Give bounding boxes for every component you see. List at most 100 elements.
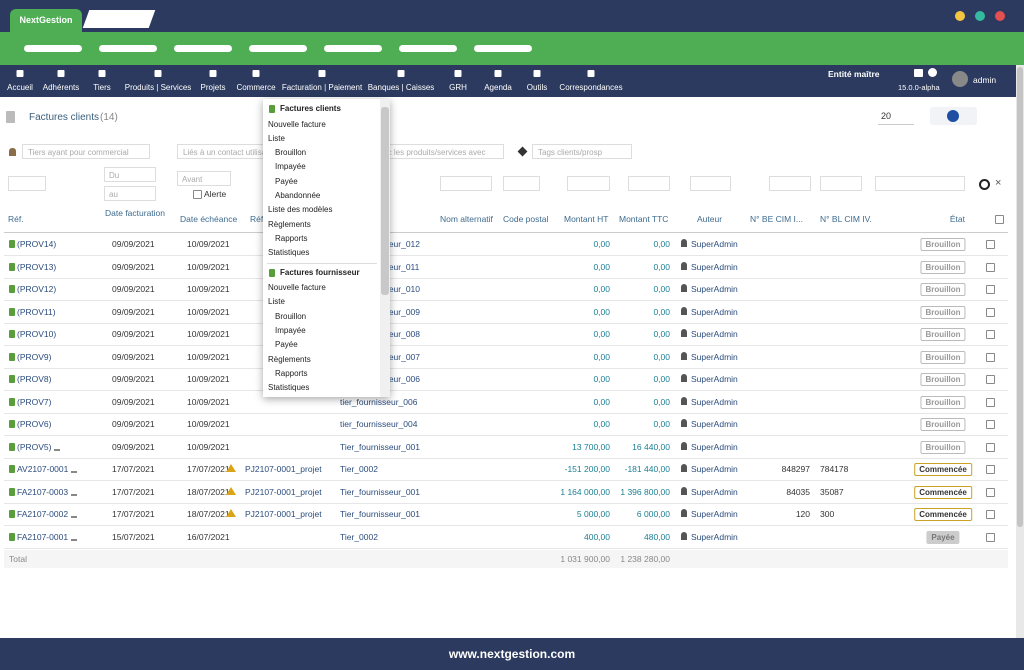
invoice-ref[interactable]: (PROV6): [17, 419, 52, 429]
row-checkbox[interactable]: [986, 375, 995, 384]
filter-input[interactable]: [690, 176, 731, 191]
user-menu[interactable]: admin: [973, 75, 997, 85]
help-icon[interactable]: [928, 68, 937, 77]
row-checkbox[interactable]: [986, 262, 995, 272]
row-checkbox[interactable]: [986, 532, 995, 542]
column-header[interactable]: N° BL CIM IV.: [820, 214, 872, 224]
nav-item[interactable]: Commerce: [236, 83, 276, 92]
menu-subitem[interactable]: Rapports: [275, 368, 308, 378]
invoice-ref[interactable]: AV2107-0001: [17, 464, 69, 474]
column-header[interactable]: Date échéance: [180, 214, 238, 224]
menu-item[interactable]: Liste: [268, 133, 285, 143]
window-button[interactable]: [995, 11, 1005, 21]
author[interactable]: SuperAdmin: [691, 509, 738, 519]
invoice-ref[interactable]: FA2107-0003: [17, 486, 69, 497]
window-button[interactable]: [955, 11, 965, 21]
menu-item[interactable]: Statistiques: [268, 383, 310, 393]
nav-item[interactable]: Banques | Caisses: [367, 83, 435, 92]
row-checkbox[interactable]: [986, 487, 995, 497]
menu-subitem[interactable]: Brouillon: [275, 311, 307, 321]
author[interactable]: SuperAdmin: [691, 329, 738, 339]
column-header[interactable]: Code postal: [503, 214, 549, 224]
scrollbar[interactable]: [1016, 65, 1024, 638]
menu-item[interactable]: Règlements: [268, 219, 311, 229]
invoice-ref[interactable]: (PROV11): [17, 306, 56, 317]
menu-section-title[interactable]: Factures clients: [280, 104, 341, 113]
nav-item[interactable]: Correspondances: [559, 83, 623, 92]
author[interactable]: SuperAdmin: [691, 351, 738, 362]
author[interactable]: SuperAdmin: [691, 239, 738, 249]
menu-item[interactable]: Nouvelle facture: [268, 119, 326, 129]
menu-item[interactable]: Statistiques: [268, 248, 310, 258]
avatar[interactable]: [952, 71, 968, 87]
invoice-ref[interactable]: (PROV7): [17, 396, 52, 407]
filter-input[interactable]: [820, 176, 862, 191]
filter-input[interactable]: [503, 176, 540, 191]
entity-select[interactable]: Entité maître: [828, 69, 880, 79]
filter-input[interactable]: [769, 176, 811, 191]
author[interactable]: SuperAdmin: [691, 306, 738, 317]
row-checkbox[interactable]: [986, 307, 995, 317]
nav-item[interactable]: Projets: [200, 83, 226, 92]
tiers[interactable]: Tier_0002: [340, 531, 378, 542]
tiers[interactable]: tier_fournisseur_004: [340, 419, 418, 429]
author[interactable]: SuperAdmin: [691, 261, 738, 272]
filter-input[interactable]: [875, 176, 965, 191]
project-ref[interactable]: PJ2107-0001_projet: [245, 464, 322, 474]
nav-item[interactable]: Produits | Services: [124, 83, 192, 92]
project-ref[interactable]: PJ2107-0001_projet: [245, 509, 322, 519]
nav-item[interactable]: Facturation | Paiement: [281, 83, 363, 92]
download-icon[interactable]: [54, 443, 60, 451]
date-to[interactable]: au: [104, 186, 156, 201]
download-icon[interactable]: [71, 533, 77, 541]
column-header[interactable]: Réf.: [8, 214, 24, 224]
row-checkbox[interactable]: [986, 352, 995, 362]
new-tab[interactable]: [82, 10, 156, 28]
project-ref[interactable]: PJ2107-0001_projet: [245, 486, 322, 497]
search-icon[interactable]: [979, 179, 990, 190]
date-before[interactable]: Avant: [177, 171, 231, 186]
download-icon[interactable]: [71, 465, 77, 473]
filter-input[interactable]: [440, 176, 492, 191]
menu-subitem[interactable]: Impayée: [275, 162, 306, 172]
author[interactable]: SuperAdmin: [691, 441, 738, 452]
filter-input[interactable]: [8, 176, 46, 191]
row-checkbox[interactable]: [986, 420, 995, 429]
author[interactable]: SuperAdmin: [691, 464, 738, 474]
row-checkbox[interactable]: [986, 285, 995, 294]
invoice-ref[interactable]: (PROV10): [17, 329, 57, 339]
menu-subitem[interactable]: Rapports: [275, 233, 308, 243]
invoice-ref[interactable]: (PROV9): [17, 351, 52, 362]
menu-item[interactable]: Liste: [268, 297, 285, 307]
column-header[interactable]: Auteur: [697, 214, 723, 224]
invoice-ref[interactable]: FA2107-0002: [17, 509, 69, 519]
column-header[interactable]: Date facturation: [105, 208, 166, 218]
menu-item[interactable]: Liste des modèles: [268, 205, 333, 215]
browser-tab[interactable]: NextGestion: [10, 9, 82, 32]
tiers[interactable]: Tier_fournisseur_001: [340, 486, 421, 497]
menu-section-title[interactable]: Factures fournisseur: [280, 267, 360, 277]
invoice-ref[interactable]: (PROV5): [17, 441, 52, 452]
menu-subitem[interactable]: Payée: [275, 176, 298, 186]
column-header[interactable]: Nom alternatif: [440, 214, 493, 224]
nav-item[interactable]: Accueil: [7, 83, 33, 92]
author[interactable]: SuperAdmin: [691, 284, 738, 294]
row-checkbox[interactable]: [986, 510, 995, 519]
invoice-ref[interactable]: (PROV12): [17, 284, 57, 294]
author[interactable]: SuperAdmin: [691, 419, 738, 429]
menu-subitem[interactable]: Payée: [275, 340, 298, 350]
invoice-ref[interactable]: FA2107-0001: [17, 531, 69, 542]
author[interactable]: SuperAdmin: [691, 374, 738, 384]
download-icon[interactable]: [71, 488, 77, 496]
nav-item[interactable]: GRH: [449, 83, 467, 92]
tiers[interactable]: Tier_0002: [340, 464, 378, 474]
invoice-ref[interactable]: (PROV8): [17, 374, 52, 384]
filter-input[interactable]: [628, 176, 670, 191]
per-page-select[interactable]: 20: [878, 108, 914, 125]
author[interactable]: SuperAdmin: [691, 396, 738, 407]
invoice-ref[interactable]: (PROV13): [17, 261, 57, 272]
filter-input[interactable]: [567, 176, 610, 191]
menu-subitem[interactable]: Brouillon: [275, 148, 307, 158]
row-checkbox[interactable]: [986, 465, 995, 474]
alert-checkbox[interactable]: [193, 190, 202, 199]
